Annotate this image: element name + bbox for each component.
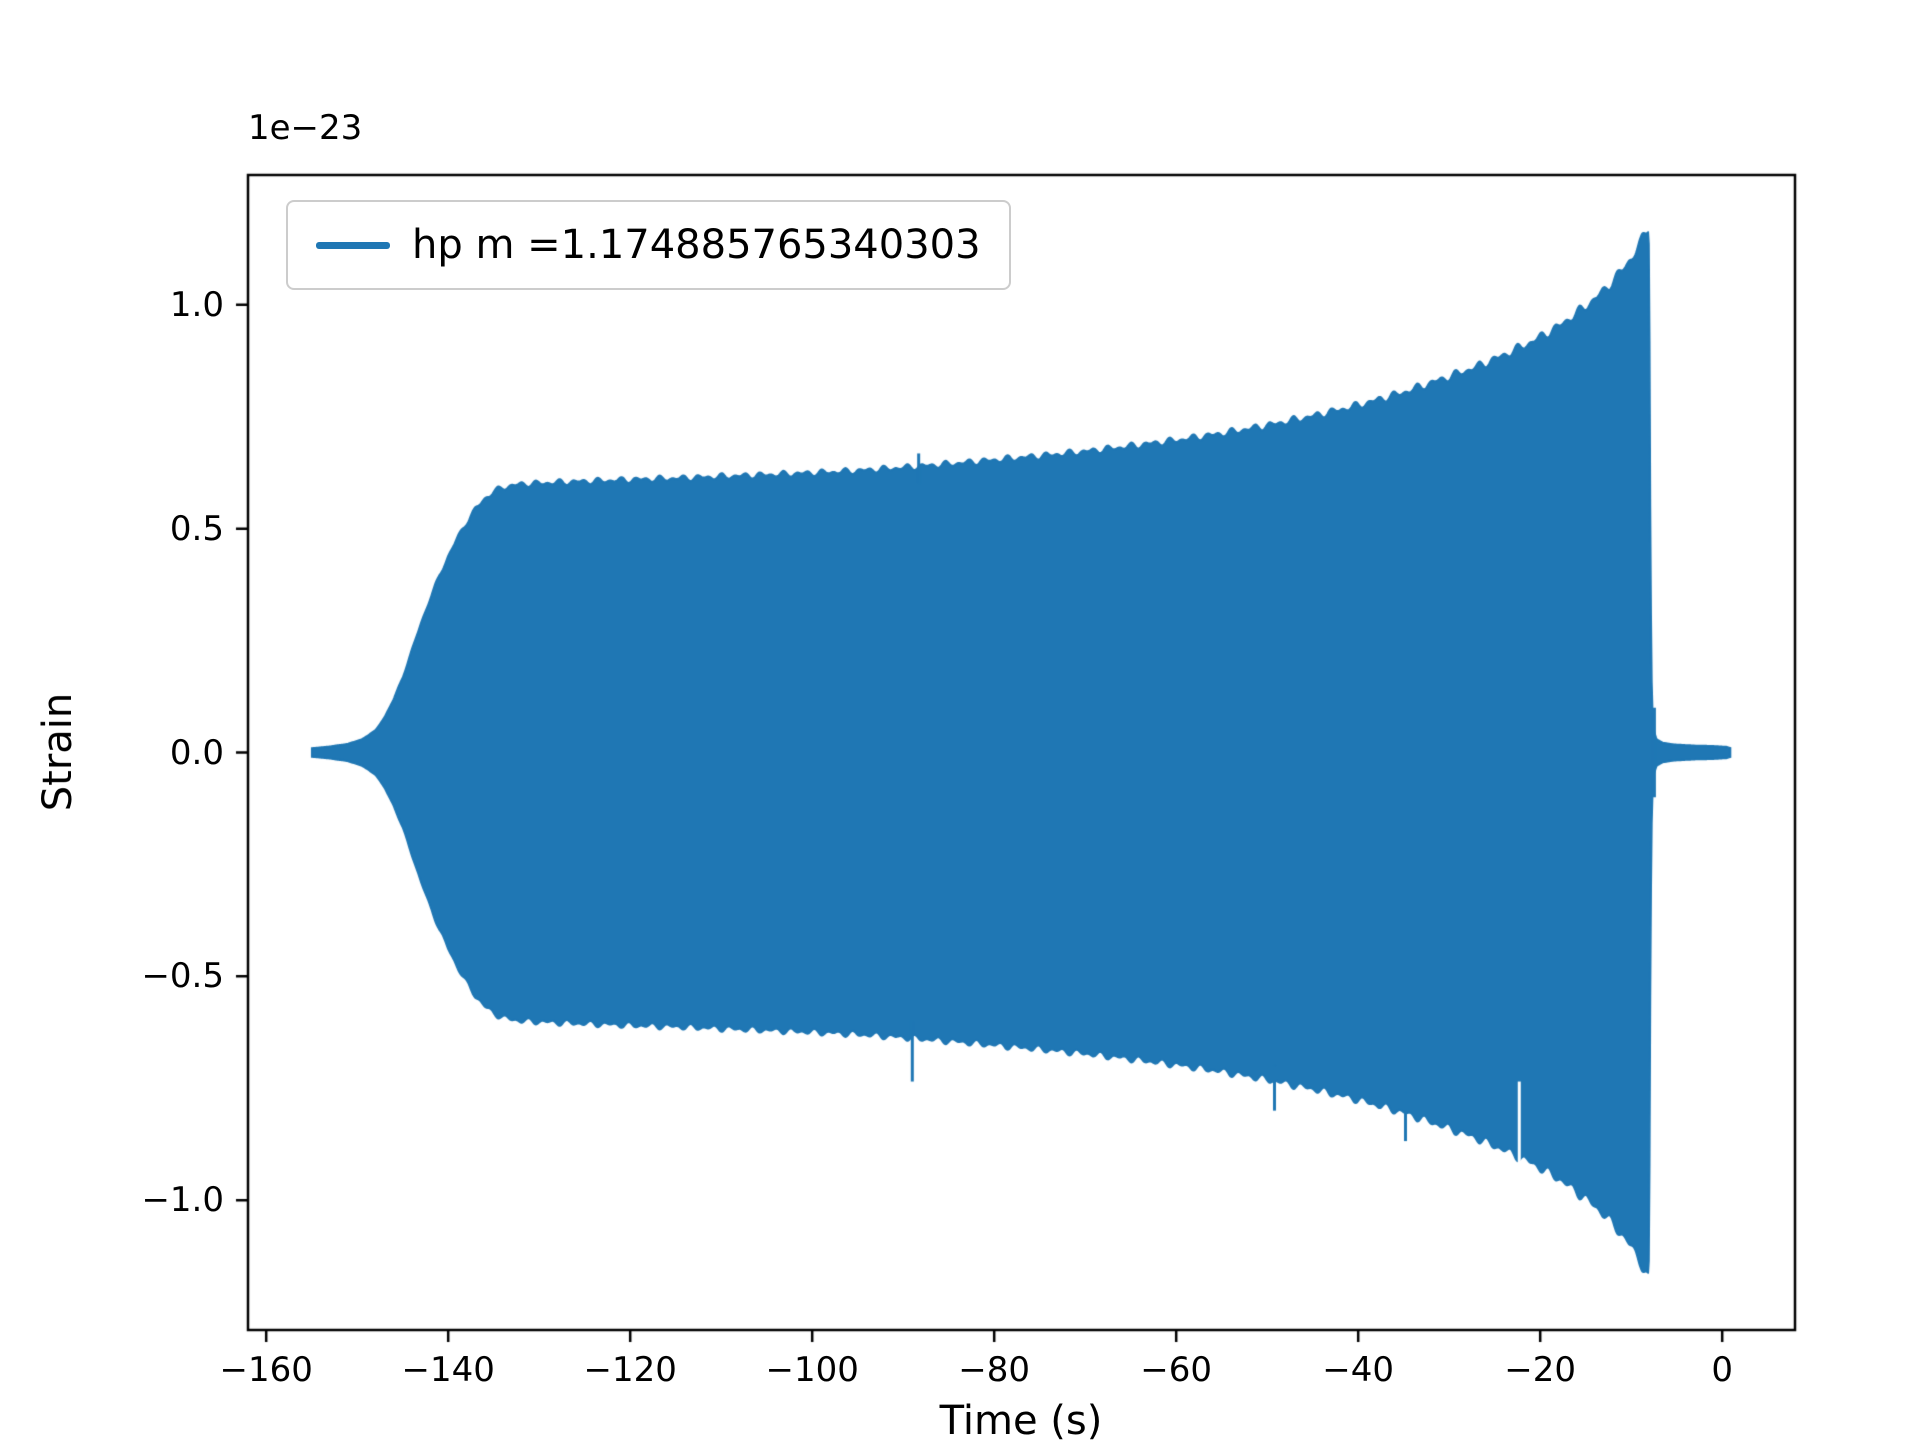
x-tick-label: −20 <box>1504 1350 1577 1390</box>
y-tick-label: −1.0 <box>141 1180 224 1221</box>
y-tick-label: 0.5 <box>169 508 224 549</box>
legend-label: hp m =1.174885765340303 <box>412 222 981 268</box>
x-axis-label: Time (s) <box>939 1398 1103 1440</box>
y-tick-label: 1.0 <box>169 284 224 325</box>
y-tick-label: −0.5 <box>141 956 224 997</box>
x-tick-label: −140 <box>401 1350 495 1390</box>
x-tick-label: 0 <box>1711 1350 1734 1390</box>
legend: hp m =1.174885765340303 <box>286 200 1011 290</box>
x-tick-label: −80 <box>958 1350 1031 1390</box>
x-tick-label: −160 <box>219 1350 313 1390</box>
x-tick-label: −100 <box>765 1350 859 1390</box>
y-axis-offset-text: 1e−23 <box>248 108 363 148</box>
legend-line-sample <box>316 241 390 249</box>
x-tick-label: −60 <box>1140 1350 1213 1390</box>
x-tick-label: −40 <box>1322 1350 1395 1390</box>
y-tick-label: 0.0 <box>169 732 224 773</box>
x-tick-label: −120 <box>583 1350 677 1390</box>
